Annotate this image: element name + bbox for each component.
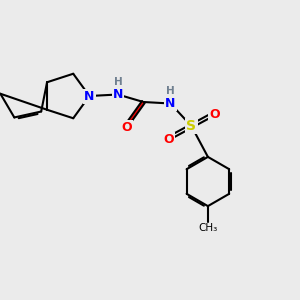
Text: N: N xyxy=(113,88,123,101)
Text: O: O xyxy=(164,133,174,146)
Text: N: N xyxy=(165,97,176,110)
Text: H: H xyxy=(113,77,122,87)
Text: O: O xyxy=(209,107,220,121)
Text: S: S xyxy=(186,119,197,133)
Text: O: O xyxy=(122,121,132,134)
Text: N: N xyxy=(84,89,94,103)
Text: H: H xyxy=(166,86,175,96)
Text: CH₃: CH₃ xyxy=(198,223,218,233)
